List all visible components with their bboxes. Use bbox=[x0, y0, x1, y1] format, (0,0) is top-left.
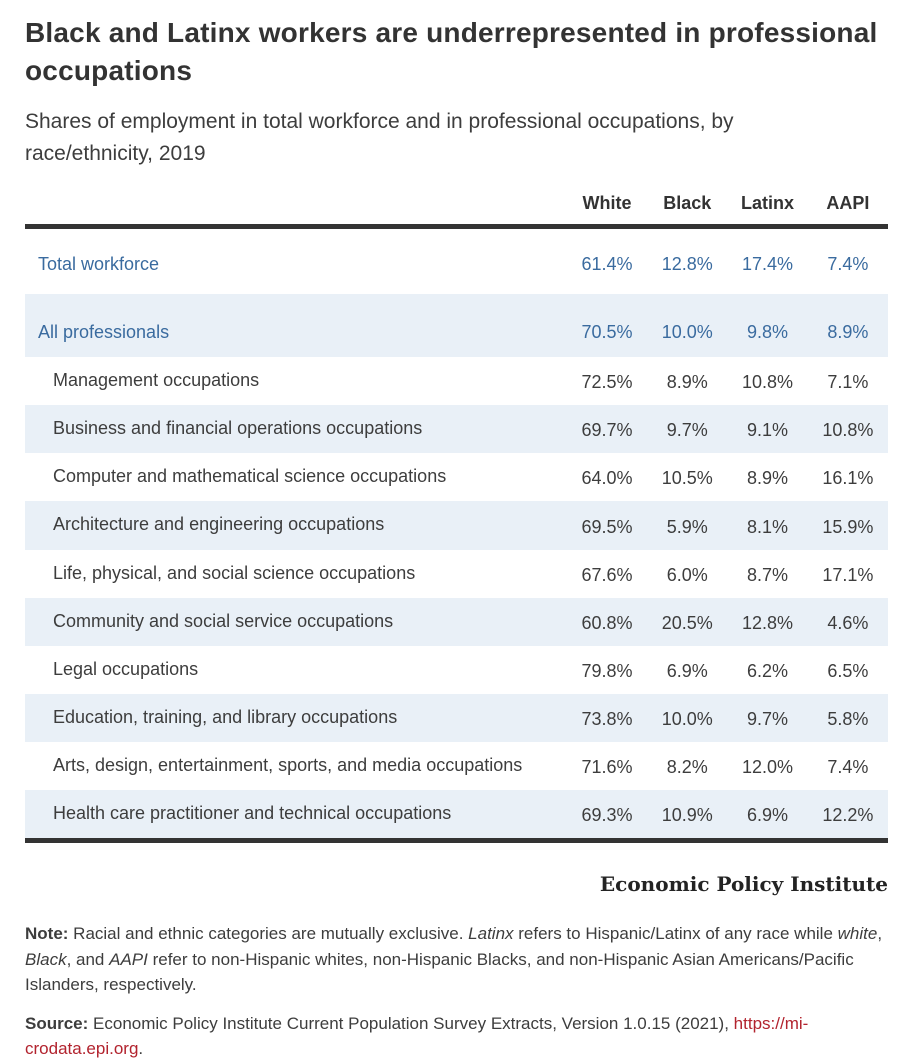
footnote-segment: refers to Hispanic/Latinx of any race wh… bbox=[513, 924, 838, 944]
value-cell: 73.8% bbox=[581, 708, 633, 729]
source-text: Source: Economic Policy Institute Curren… bbox=[25, 1011, 888, 1062]
row-label: Computer and mathematical science occupa… bbox=[53, 466, 447, 487]
value-cell: 8.7% bbox=[747, 564, 789, 585]
table-row: Business and financial operations occupa… bbox=[25, 405, 888, 454]
table-row: Health care practitioner and technical o… bbox=[25, 790, 888, 841]
value-cell: 6.0% bbox=[666, 564, 708, 585]
table-corner-cell bbox=[25, 193, 567, 230]
value-cell: 8.9% bbox=[827, 322, 869, 343]
value-cell: 69.5% bbox=[581, 516, 633, 537]
value-cell: 15.9% bbox=[822, 516, 874, 537]
value-cell: 17.4% bbox=[742, 254, 794, 275]
footnote-segment: , and bbox=[66, 949, 110, 969]
value-cell: 7.4% bbox=[827, 757, 869, 777]
footnote-segment: Latinx bbox=[468, 924, 514, 944]
value-cell: 10.0% bbox=[661, 708, 713, 729]
value-cell: 69.7% bbox=[581, 420, 633, 441]
value-cell: 64.0% bbox=[581, 468, 633, 489]
table-row: Management occupations 72.5% 8.9% 10.8% 7.1% bbox=[25, 357, 888, 405]
table-row: Life, physical, and social science occup… bbox=[25, 550, 888, 598]
value-cell: 12.0% bbox=[742, 757, 794, 777]
value-cell: 9.7% bbox=[747, 708, 789, 729]
value-cell: 10.5% bbox=[661, 468, 713, 489]
value-cell: 12.8% bbox=[742, 612, 794, 633]
footnote-segment: AAPI bbox=[109, 949, 148, 969]
value-cell: 10.0% bbox=[661, 322, 713, 343]
row-label: Health care practitioner and technical o… bbox=[53, 803, 452, 823]
table-row: Architecture and engineering occupations… bbox=[25, 501, 888, 550]
value-cell: 7.1% bbox=[827, 372, 869, 393]
value-cell: 9.1% bbox=[747, 420, 789, 441]
value-cell: 61.4% bbox=[581, 254, 633, 275]
value-cell: 20.5% bbox=[661, 612, 713, 633]
value-cell: 71.6% bbox=[581, 757, 633, 777]
value-cell: 6.5% bbox=[827, 660, 869, 681]
row-label: Legal occupations bbox=[53, 658, 199, 679]
footnote-lead-in: Source: bbox=[25, 1013, 89, 1033]
row-label: Community and social service occupations bbox=[53, 610, 394, 631]
employment-shares-table: White Black Latinx AAPI Total workforce 61.4… bbox=[25, 193, 888, 844]
row-label: Architecture and engineering occupations bbox=[53, 514, 385, 535]
value-cell: 72.5% bbox=[581, 372, 633, 393]
value-cell: 8.2% bbox=[666, 757, 708, 777]
row-label: Management occupations bbox=[53, 370, 260, 391]
figure-title: Black and Latinx workers are underrepres… bbox=[25, 17, 878, 87]
row-label: Total workforce bbox=[38, 254, 160, 275]
footnote-lead-in: Note: bbox=[25, 924, 69, 944]
column-header: AAPI bbox=[807, 193, 888, 230]
row-label: Arts, design, entertainment, sports, and… bbox=[53, 754, 523, 775]
row-label: Business and financial operations occupa… bbox=[53, 418, 423, 439]
value-cell: 8.9% bbox=[666, 372, 708, 393]
value-cell: 10.9% bbox=[661, 805, 713, 826]
figure-subtitle: Shares of employment in total workforce … bbox=[25, 110, 734, 165]
column-header: Latinx bbox=[727, 193, 808, 230]
table-row: Community and social service occupations… bbox=[25, 597, 888, 646]
value-cell: 79.8% bbox=[581, 660, 633, 681]
value-cell: 8.1% bbox=[747, 516, 789, 537]
footnote-segment: Racial and ethnic categories are mutuall… bbox=[68, 924, 469, 944]
value-cell: 16.1% bbox=[822, 468, 874, 489]
table-row: Arts, design, entertainment, sports, and… bbox=[25, 742, 888, 790]
value-cell: 67.6% bbox=[581, 564, 633, 585]
value-cell: 17.1% bbox=[822, 564, 874, 585]
footnote-segment: . bbox=[138, 1039, 144, 1059]
row-label: Education, training, and library occupat… bbox=[53, 706, 398, 727]
footnote-segment: Black bbox=[25, 949, 67, 969]
column-header: Black bbox=[647, 193, 728, 230]
value-cell: 9.7% bbox=[666, 420, 708, 441]
value-cell: 6.9% bbox=[747, 805, 789, 826]
table-row: All professionals 70.5% 10.0% 9.8% 8.9% bbox=[25, 294, 888, 358]
table-row: Computer and mathematical science occupa… bbox=[25, 453, 888, 501]
table-header-row: White Black Latinx AAPI bbox=[25, 193, 888, 230]
value-cell: 60.8% bbox=[581, 612, 633, 633]
footnote-segment: Economic Policy Institute Current Popula… bbox=[88, 1013, 734, 1033]
row-label: All professionals bbox=[38, 322, 170, 343]
value-cell: 8.9% bbox=[747, 468, 789, 489]
publisher-credit: Economic Policy Institute bbox=[599, 872, 888, 897]
footnote-segment: white bbox=[837, 924, 878, 944]
footnote-segment: refer to non-Hispanic whites, non-Hispan… bbox=[25, 949, 854, 995]
value-cell: 10.8% bbox=[822, 420, 874, 441]
value-cell: 5.9% bbox=[666, 516, 708, 537]
column-header: White bbox=[566, 193, 648, 230]
value-cell: 6.9% bbox=[666, 660, 708, 681]
row-label: Life, physical, and social science occup… bbox=[53, 562, 416, 583]
value-cell: 12.8% bbox=[661, 254, 713, 275]
table-row: Legal occupations 79.8% 6.9% 6.2% 6.5% bbox=[25, 646, 888, 694]
note-text: Note: Racial and ethnic categories are m… bbox=[25, 921, 888, 998]
value-cell: 7.4% bbox=[827, 254, 869, 275]
value-cell: 4.6% bbox=[827, 612, 869, 633]
value-cell: 10.8% bbox=[742, 372, 794, 393]
footnote-segment: , bbox=[877, 924, 883, 944]
value-cell: 5.8% bbox=[827, 708, 869, 729]
value-cell: 9.8% bbox=[747, 322, 789, 343]
value-cell: 70.5% bbox=[581, 322, 633, 343]
table-row: Education, training, and library occupat… bbox=[25, 693, 888, 742]
value-cell: 6.2% bbox=[747, 660, 789, 681]
value-cell: 69.3% bbox=[581, 805, 633, 826]
value-cell: 12.2% bbox=[822, 805, 874, 826]
table-row: Total workforce 61.4% 12.8% 17.4% 7.4% bbox=[25, 227, 888, 295]
